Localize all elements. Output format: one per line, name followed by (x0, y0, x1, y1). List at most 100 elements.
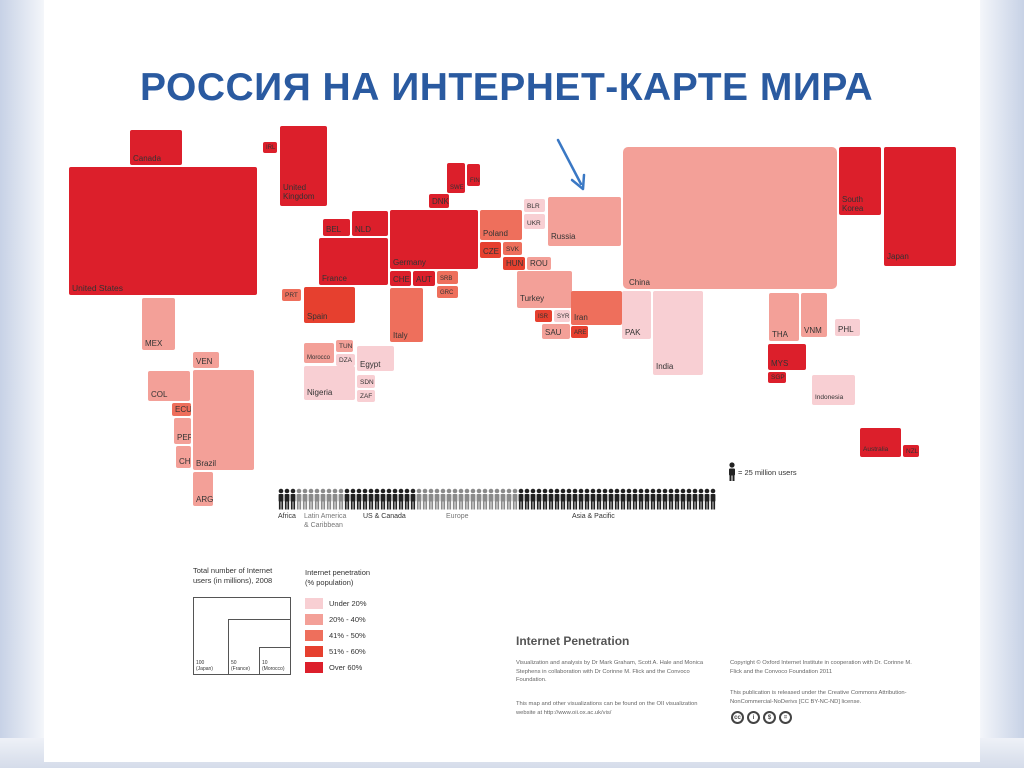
label-arg: ARG (196, 495, 213, 504)
tile-che[interactable]: CHE (390, 271, 411, 286)
tile-irl[interactable]: IRL (263, 142, 277, 153)
label-vnm: VNM (804, 326, 822, 335)
label-bel: BEL (326, 225, 342, 234)
label-poland: Poland (483, 229, 508, 238)
person-icon (668, 488, 674, 510)
label-grc: GRC (440, 290, 454, 296)
tile-blr[interactable]: BLR (524, 199, 545, 212)
label-ven: VEN (196, 357, 213, 366)
tile-nzl[interactable]: NZL (903, 445, 919, 457)
tile-morocco[interactable]: Morocco (304, 343, 334, 363)
tile-nigeria[interactable]: Nigeria (304, 366, 355, 400)
label-isr: ISR (538, 314, 549, 320)
tile-nld[interactable]: NLD (352, 211, 388, 236)
tile-canada[interactable]: Canada (130, 130, 182, 165)
tile-swe[interactable]: SWE (447, 163, 465, 193)
label-united-kingdom: United Kingdom (283, 183, 315, 201)
person-icon (380, 488, 386, 510)
person-icon (638, 488, 644, 510)
tile-sau[interactable]: SAU (542, 324, 570, 339)
tile-france[interactable]: France (319, 238, 388, 285)
tile-fin[interactable]: FIN (467, 164, 480, 186)
person-icon (650, 488, 656, 510)
tile-dnk[interactable]: DNK (429, 194, 449, 208)
tile-cze[interactable]: CZE (480, 242, 501, 258)
tile-india[interactable]: India (653, 291, 703, 375)
tile-grc[interactable]: GRC (437, 286, 458, 298)
person-icon (602, 488, 608, 510)
person-icon (416, 488, 422, 510)
tile-isr[interactable]: ISR (535, 310, 552, 322)
tile-phl[interactable]: PHL (835, 319, 860, 336)
tile-are[interactable]: ARE (571, 326, 588, 338)
tile-germany[interactable]: Germany (390, 210, 478, 269)
tile-brazil[interactable]: Brazil (193, 370, 254, 470)
tile-vnm[interactable]: VNM (801, 293, 827, 337)
tile-ven[interactable]: VEN (193, 352, 219, 368)
tile-egypt[interactable]: Egypt (357, 346, 394, 371)
person-icon (710, 488, 716, 510)
tile-ecu[interactable]: ECU (172, 403, 191, 416)
label-prt: PRT (285, 292, 298, 299)
nd-icon: = (779, 711, 792, 724)
person-icon (512, 488, 518, 510)
tile-australia[interactable]: Australia (860, 428, 901, 457)
label-tha: THA (772, 330, 788, 339)
person-icon (662, 488, 668, 510)
label-sau: SAU (545, 328, 562, 337)
person-icon (470, 488, 476, 510)
tile-south-korea[interactable]: South Korea (839, 147, 881, 215)
person-icon (632, 488, 638, 510)
person-icon (386, 488, 392, 510)
person-icon (452, 488, 458, 510)
slide-left-gradient (0, 0, 44, 768)
tile-mex[interactable]: MEX (142, 298, 175, 350)
tile-iran[interactable]: Iran (571, 291, 622, 325)
tile-poland[interactable]: Poland (480, 210, 522, 240)
person-icon (536, 488, 542, 510)
tile-dza[interactable]: DZA (336, 354, 355, 366)
tile-hun[interactable]: HUN (503, 257, 525, 270)
tile-indonesia[interactable]: Indonesia (812, 375, 855, 405)
tile-sgp[interactable]: SGP (768, 372, 786, 383)
tile-rou[interactable]: ROU (527, 257, 551, 270)
tile-syr[interactable]: SYR (554, 310, 570, 322)
swatch-51-60 (305, 646, 323, 657)
tile-svk[interactable]: SVK (503, 242, 522, 255)
tile-bel[interactable]: BEL (323, 219, 350, 236)
tile-arg[interactable]: ARG (193, 472, 213, 506)
tile-united-states[interactable]: United States (69, 167, 257, 295)
tile-aut[interactable]: AUT (413, 271, 435, 286)
tile-per[interactable]: PER (174, 418, 191, 444)
size-box-france-label: 50 (France) (231, 660, 250, 672)
tile-chl[interactable]: CHL (176, 446, 191, 468)
tile-srb[interactable]: SRB (437, 271, 458, 284)
person-icon (404, 488, 410, 510)
tile-turkey[interactable]: Turkey (517, 271, 572, 308)
tile-italy[interactable]: Italy (390, 288, 423, 342)
tile-pak[interactable]: PAK (622, 291, 651, 339)
label-russia: Russia (551, 232, 576, 241)
tile-spain[interactable]: Spain (304, 287, 355, 323)
person-icon (590, 488, 596, 510)
pointer-arrow-icon (556, 138, 586, 191)
tile-united-kingdom[interactable]: United Kingdom (280, 126, 327, 206)
person-icon (302, 488, 308, 510)
tile-mys[interactable]: MYS (768, 344, 806, 370)
tile-prt[interactable]: PRT (282, 289, 301, 301)
tile-tha[interactable]: THA (769, 293, 799, 341)
label-dnk: DNK (432, 197, 449, 206)
tile-japan[interactable]: Japan (884, 147, 956, 266)
person-icon (644, 488, 650, 510)
tile-col[interactable]: COL (148, 371, 190, 401)
tile-ukr[interactable]: UKR (524, 214, 545, 229)
tile-russia[interactable]: Russia (548, 197, 621, 246)
label-rou: ROU (530, 259, 548, 268)
tile-zaf[interactable]: ZAF (357, 390, 375, 402)
tile-sdn[interactable]: SDN (357, 375, 375, 388)
person-icon (620, 488, 626, 510)
tile-china[interactable]: China (623, 147, 837, 289)
credits-left-para2: This map and other visualizations can be… (516, 701, 698, 716)
tile-tun[interactable]: TUN (336, 340, 353, 352)
person-icon (290, 488, 296, 510)
